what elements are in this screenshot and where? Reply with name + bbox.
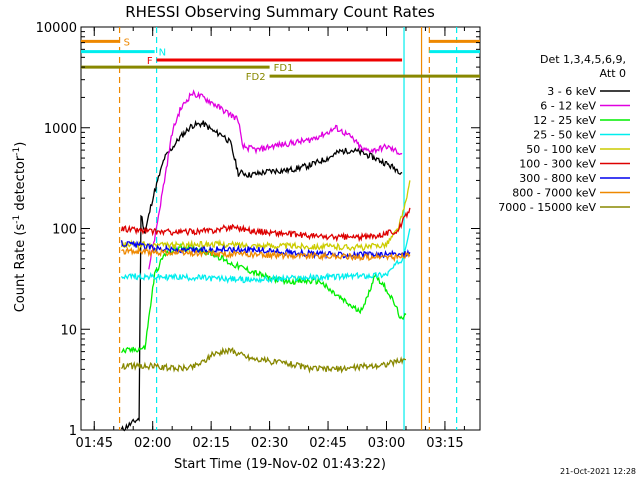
legend-label: 6 - 12 keV: [540, 100, 596, 113]
legend-label: 50 - 100 keV: [526, 143, 596, 156]
y-tick-label: 10: [60, 323, 77, 338]
series-line: [120, 346, 407, 374]
y-tick-label: 100: [52, 223, 77, 238]
series-line: [120, 207, 411, 243]
flag-label: N: [159, 48, 166, 59]
legend-label: 7000 - 15000 keV: [498, 201, 596, 214]
flag-bars: S NF FD1 FD2: [81, 37, 480, 83]
flag-label: S: [124, 37, 130, 48]
x-tick-label: 02:15: [192, 436, 229, 451]
footer-date: 21-Oct-2021 12:28: [560, 467, 636, 476]
chart-title: RHESSI Observing Summary Count Rates: [125, 3, 435, 21]
series-line: [121, 246, 411, 263]
legend-title-line2: Att 0: [600, 67, 626, 80]
series-lines: [120, 89, 411, 432]
flag-label: FD1: [274, 63, 294, 74]
legend-label: 800 - 7000 keV: [512, 187, 596, 200]
series-line: [120, 242, 407, 354]
y-tick-label: 10000: [36, 21, 77, 36]
series-line: [120, 119, 403, 432]
legend: Det 1,3,4,5,6,9, Att 0 3 - 6 keV 6 - 12 k…: [498, 53, 630, 214]
legend-label: 3 - 6 keV: [547, 85, 596, 98]
legend-label: 25 - 50 keV: [533, 129, 596, 142]
x-axis-label: Start Time (19-Nov-02 01:43:22): [174, 457, 386, 472]
y-ticks: 1 10 100 1000 10000: [36, 21, 480, 439]
legend-title-line1: Det 1,3,4,5,6,9,: [540, 53, 626, 66]
y-axis-label: Count Rate (s-1 detector-1): [12, 142, 28, 313]
x-ticks: 01:45 02:00 02:15 02:30 02:45 03:00 03:15: [76, 27, 465, 451]
x-tick-label: 01:45: [76, 436, 113, 451]
y-tick-label: 1000: [44, 122, 77, 137]
x-tick-label: 02:30: [251, 436, 288, 451]
x-tick-label: 02:00: [134, 436, 171, 451]
legend-label: 12 - 25 keV: [533, 114, 596, 127]
flag-label: F: [147, 56, 153, 67]
series-line: [120, 228, 411, 284]
series-line: [148, 89, 403, 270]
x-tick-label: 03:15: [426, 436, 463, 451]
x-tick-label: 02:45: [309, 436, 346, 451]
series-line: [120, 180, 411, 252]
legend-label: 100 - 300 keV: [519, 158, 596, 171]
x-tick-label: 03:00: [368, 436, 405, 451]
legend-label: 300 - 800 keV: [519, 172, 596, 185]
y-tick-label: 1: [69, 424, 77, 439]
flag-label: FD2: [246, 72, 266, 83]
